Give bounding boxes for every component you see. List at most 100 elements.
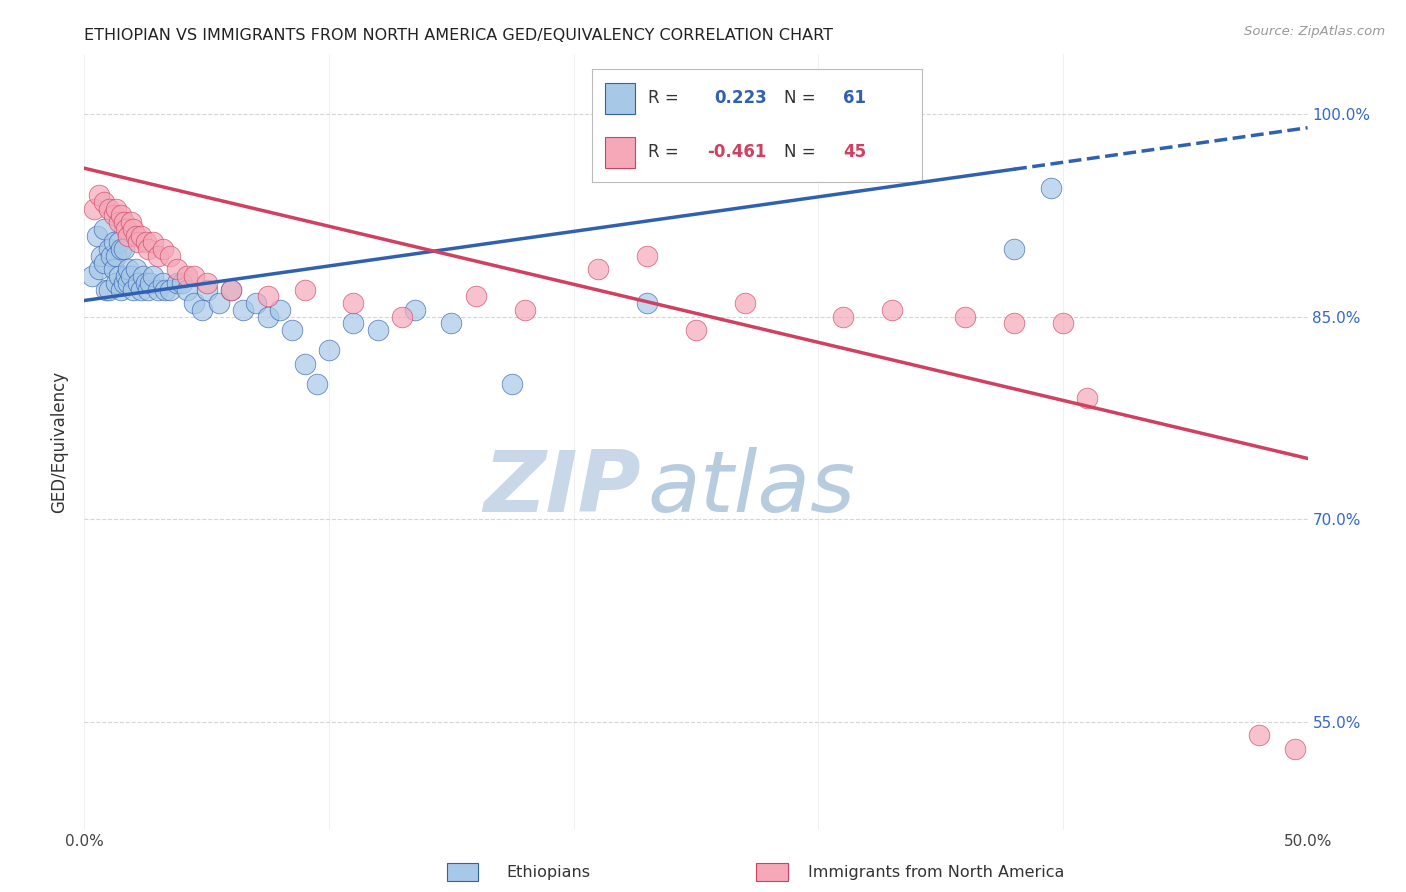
Point [127,276,149,290]
Point [90,249,112,263]
Point [636,296,658,310]
Point [1052,317,1074,331]
Point [294,357,316,371]
Point [166,262,188,277]
Point [1039,181,1062,195]
Point [107,235,129,250]
Point [110,242,132,256]
Bar [756,863,787,881]
Point [122,222,145,236]
Point [132,269,155,284]
Point [636,249,658,263]
Point [152,242,174,256]
Point [97,242,120,256]
Point [125,262,148,277]
Point [152,276,174,290]
Point [129,283,152,297]
Point [831,310,853,324]
Point [269,302,291,317]
Point [83,202,105,216]
Point [112,242,135,256]
Point [142,269,165,284]
Point [136,283,159,297]
Point [103,262,125,277]
Point [1076,391,1098,405]
Point [117,276,139,290]
Point [110,283,132,297]
Point [294,283,316,297]
Point [96,283,118,297]
Point [93,256,115,270]
Point [232,302,254,317]
Point [159,283,181,297]
Point [257,310,280,324]
Point [125,228,148,243]
Point [86,228,108,243]
Point [1002,317,1025,331]
Point [176,269,198,284]
Point [172,276,194,290]
Point [103,235,125,250]
Point [440,317,463,331]
Text: Ethiopians: Ethiopians [506,865,591,880]
Point [880,302,903,317]
Point [87,188,110,202]
Point [257,289,280,303]
Point [127,235,149,250]
Point [110,209,132,223]
Point [342,317,364,331]
Point [103,209,125,223]
Point [100,249,122,263]
Point [107,215,129,229]
Point [176,283,198,297]
Point [464,289,486,303]
Point [586,262,609,277]
Point [1002,242,1025,256]
Point [136,242,159,256]
Point [117,228,139,243]
Point [245,296,267,310]
Point [142,235,165,250]
Point [1284,741,1306,756]
Point [115,222,138,236]
Point [281,323,304,337]
Point [93,194,115,209]
Point [404,302,426,317]
Point [191,302,214,317]
Point [112,276,135,290]
Point [87,262,110,277]
Point [195,276,218,290]
Point [117,262,139,277]
Point [80,269,103,284]
Point [342,296,364,310]
Point [146,283,169,297]
Point [195,283,218,297]
Point [513,302,536,317]
Point [183,296,205,310]
Point [135,235,157,250]
Point [97,202,120,216]
Point [1247,728,1270,742]
Point [120,215,142,229]
Point [219,283,242,297]
Point [105,202,128,216]
Point [122,283,145,297]
Point [367,323,389,337]
Point [120,269,142,284]
Point [93,222,115,236]
Point [183,269,205,284]
Point [129,228,152,243]
Text: Source: ZipAtlas.com: Source: ZipAtlas.com [1244,25,1385,38]
Point [391,310,413,324]
Bar [447,863,478,881]
Point [112,215,135,229]
Point [139,276,162,290]
Text: atlas: atlas [647,447,855,530]
Point [146,249,169,263]
Point [105,276,128,290]
Point [166,276,188,290]
Point [135,276,157,290]
Point [734,296,756,310]
Point [502,377,524,392]
Point [107,269,129,284]
